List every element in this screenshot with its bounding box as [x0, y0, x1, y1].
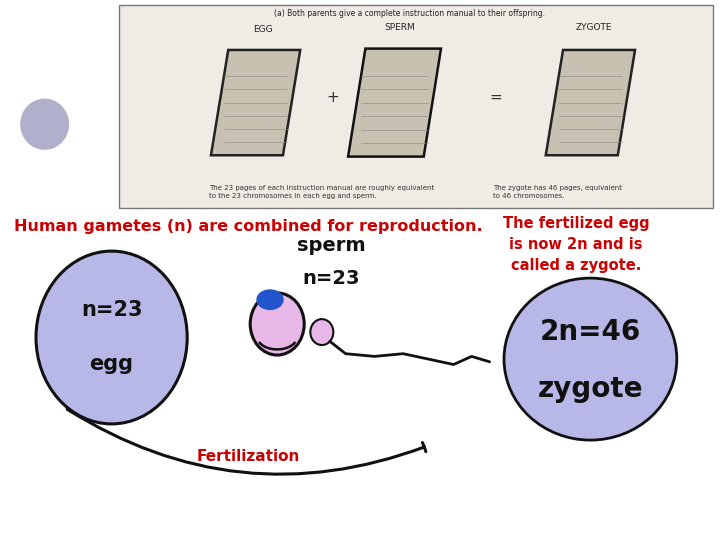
- FancyBboxPatch shape: [119, 5, 713, 208]
- Text: (a) Both parents give a complete instruction manual to their offspring.: (a) Both parents give a complete instruc…: [274, 9, 544, 18]
- Text: n=23: n=23: [81, 300, 143, 321]
- Text: zygote: zygote: [538, 375, 643, 403]
- Polygon shape: [348, 49, 441, 157]
- Ellipse shape: [251, 293, 304, 355]
- Text: n=23: n=23: [302, 268, 360, 288]
- Circle shape: [257, 290, 283, 309]
- Text: The 23 pages of each instruction manual are roughly equivalent
to the 23 chromos: The 23 pages of each instruction manual …: [209, 185, 434, 199]
- Text: EGG: EGG: [253, 25, 273, 34]
- Text: +: +: [326, 90, 339, 105]
- Text: egg: egg: [89, 354, 134, 375]
- Text: The zygote has 46 pages, equivalent
to 46 chromosomes.: The zygote has 46 pages, equivalent to 4…: [493, 185, 622, 199]
- Ellipse shape: [504, 278, 677, 440]
- Polygon shape: [211, 50, 300, 156]
- Text: The fertilized egg
is now 2n and is
called a zygote.: The fertilized egg is now 2n and is call…: [503, 216, 649, 273]
- Text: Human gametes (n) are combined for reproduction.: Human gametes (n) are combined for repro…: [14, 219, 483, 234]
- Text: sperm: sperm: [297, 236, 366, 255]
- Text: SPERM: SPERM: [384, 23, 415, 31]
- Polygon shape: [546, 50, 635, 156]
- Text: ZYGOTE: ZYGOTE: [576, 23, 612, 31]
- Text: 2n=46: 2n=46: [540, 318, 641, 346]
- Ellipse shape: [310, 319, 333, 345]
- Ellipse shape: [36, 251, 187, 424]
- Text: =: =: [489, 90, 502, 105]
- Text: Fertilization: Fertilization: [197, 449, 300, 464]
- Ellipse shape: [20, 98, 69, 150]
